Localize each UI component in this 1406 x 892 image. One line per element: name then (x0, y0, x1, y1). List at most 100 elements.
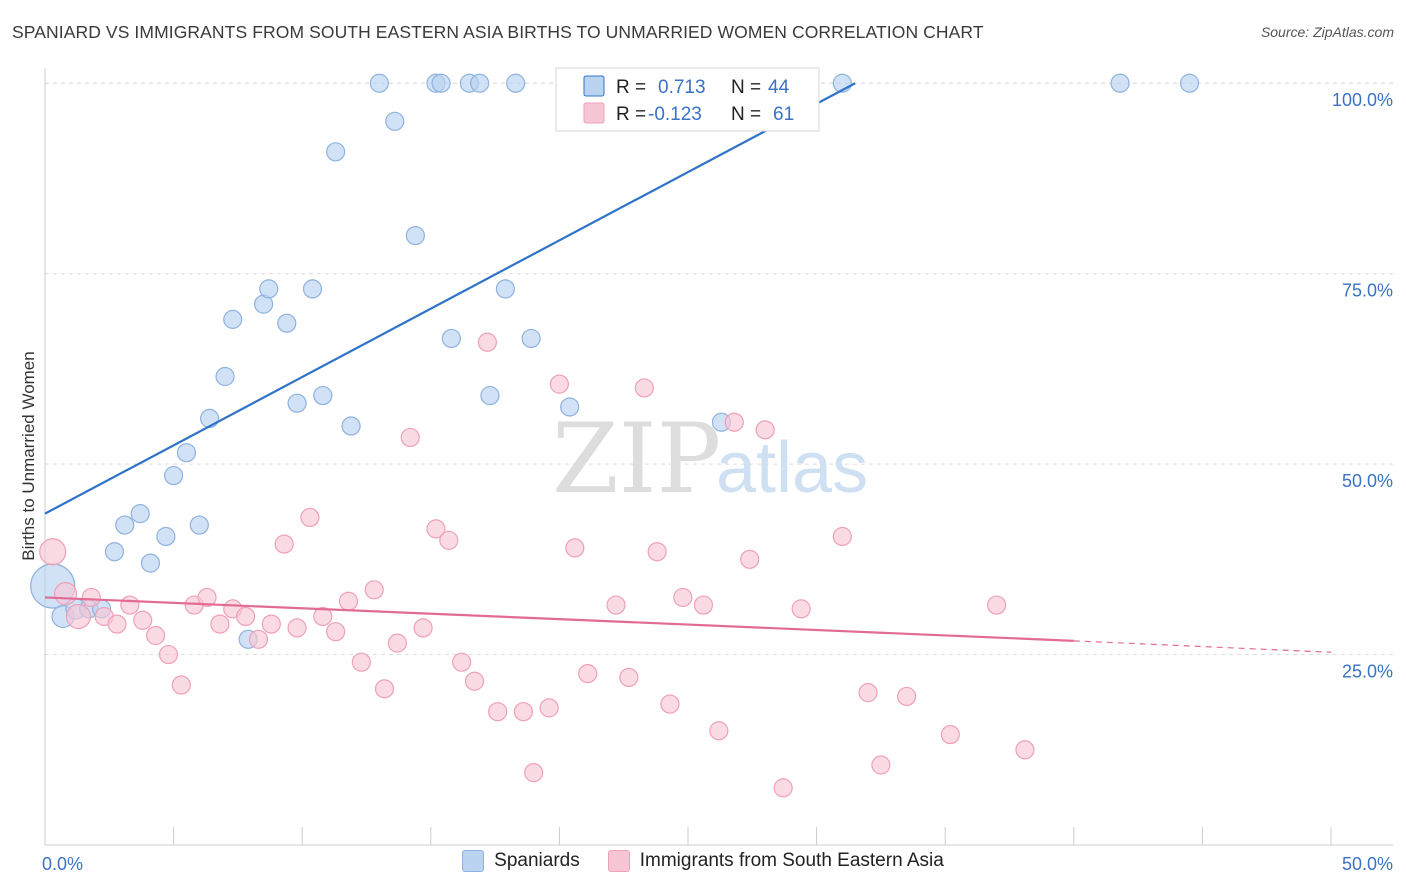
immigrants-point (426, 519, 446, 539)
immigrants-point (524, 763, 544, 783)
immigrants-point (120, 595, 140, 615)
spaniards-point (156, 526, 176, 547)
spaniards-point (130, 504, 150, 524)
immigrants-point (338, 591, 359, 611)
immigrants-point (236, 606, 256, 627)
immigrants-point (81, 587, 101, 608)
immigrants-point (660, 694, 680, 714)
legend-pink-n-label: N = (731, 104, 761, 125)
legend-pink-r-value: -0.123 (648, 104, 702, 125)
immigrants-point (791, 599, 811, 619)
x-tick-label-max: 50.0% (1342, 854, 1393, 874)
spaniards-point (405, 225, 425, 246)
legend-pink-swatch (583, 102, 605, 124)
grid-lines (45, 82, 1393, 656)
legend-blue-n-value: 44 (768, 77, 790, 98)
spaniards-point (223, 309, 243, 329)
spaniards-point (480, 385, 500, 406)
immigrants-point (740, 549, 760, 569)
spaniards-point (200, 408, 220, 429)
immigrants-point (987, 595, 1007, 615)
immigrants-point (647, 542, 667, 562)
spaniards-point (176, 443, 197, 463)
y-tick-label: 100.0% (1332, 90, 1393, 110)
immigrants-point (300, 507, 320, 528)
immigrants-trend-extension (1073, 640, 1332, 653)
immigrants-point (374, 679, 395, 699)
immigrants-point (578, 664, 598, 684)
spaniards-point (521, 328, 541, 349)
trend-lines (44, 82, 1332, 653)
immigrants-point (464, 671, 485, 691)
immigrants-point (619, 667, 639, 688)
immigrants-point (549, 374, 570, 394)
y-tick-label: 25.0% (1342, 662, 1393, 682)
immigrants-point (565, 538, 585, 558)
immigrants-point (65, 603, 92, 630)
y-tick-label: 75.0% (1342, 281, 1393, 301)
immigrants-point (634, 378, 654, 398)
immigrants-point (145, 625, 166, 646)
immigrants-point (693, 595, 714, 615)
immigrants-point (210, 614, 230, 634)
immigrants-point (287, 618, 307, 638)
x-tick-label-min: 0.0% (42, 854, 83, 874)
immigrants-point (107, 614, 127, 634)
immigrants-point (858, 683, 878, 703)
immigrants-point (709, 721, 729, 741)
immigrants-point (897, 686, 917, 707)
spaniards-point (369, 73, 389, 93)
legend-blue-r-label: R = (616, 77, 646, 98)
immigrants-point (673, 587, 693, 608)
immigrants-point (513, 702, 533, 722)
spaniards-point (441, 328, 461, 349)
immigrants-point (539, 698, 559, 718)
immigrants-point (53, 582, 78, 606)
series-legend-label: Spaniards (494, 850, 580, 871)
series-legend-label: Immigrants from South Eastern Asia (639, 850, 944, 871)
series-legend: Spaniards Immigrants from South Eastern … (0, 850, 1406, 872)
spaniards-point (302, 279, 323, 299)
immigrants-point (439, 530, 459, 550)
immigrants-point (452, 652, 472, 672)
immigrants-swatch (607, 850, 630, 872)
immigrants-point (387, 633, 407, 653)
correlation-legend: R = 0.713 N = 44 R = -0.123 N = 61 (555, 67, 820, 132)
immigrants-point (871, 755, 891, 775)
spaniards-point (1179, 73, 1200, 93)
spaniards-point (560, 397, 580, 417)
immigrants-point (606, 595, 626, 615)
immigrants-point (773, 778, 793, 798)
spaniards-point (326, 142, 346, 162)
immigrants-point (400, 427, 420, 448)
immigrants-point (171, 675, 191, 695)
chart-title: SPANIARD VS IMMIGRANTS FROM SOUTH EASTER… (12, 22, 984, 42)
immigrants-point (413, 618, 433, 638)
spaniards-point (164, 465, 184, 486)
spaniards-point (277, 313, 297, 333)
spaniards-point (287, 393, 307, 413)
immigrants-point (158, 644, 179, 665)
immigrants-trend-line (44, 596, 1074, 642)
watermark-atlas: atlas (716, 428, 868, 508)
spaniards-point (1110, 73, 1130, 93)
spaniards-point (341, 416, 361, 436)
immigrants-point (724, 412, 744, 432)
legend-pink-n-value: 61 (773, 104, 794, 125)
watermark: ZIP atlas (552, 403, 868, 515)
series-legend-item-spaniards: Spaniards (462, 850, 580, 872)
immigrants-point (755, 420, 775, 440)
immigrants-point (940, 724, 960, 745)
watermark-zip: ZIP (552, 403, 721, 515)
immigrants-point (488, 702, 508, 722)
legend-blue-swatch (583, 75, 605, 97)
legend-blue-r-value: 0.713 (658, 77, 706, 98)
immigrants-point (261, 614, 281, 634)
immigrants-point (477, 332, 497, 352)
y-tick-label: 50.0% (1342, 471, 1393, 491)
spaniards-point (104, 542, 125, 562)
spaniards-trend-line (44, 82, 856, 515)
immigrants-point (1015, 740, 1035, 760)
spaniards-point (495, 279, 515, 299)
